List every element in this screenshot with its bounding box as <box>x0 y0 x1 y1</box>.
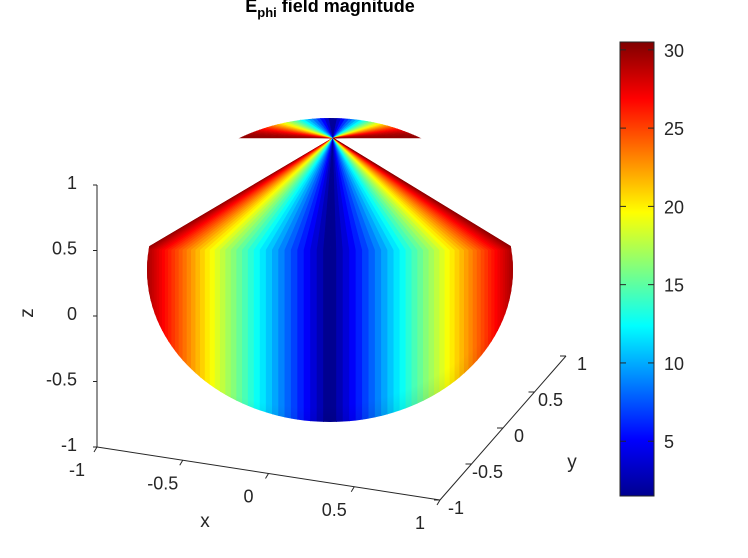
y-ticks: -1 -0.5 0 0.5 1 <box>434 354 587 518</box>
colorbar-tick-label: 10 <box>664 354 684 374</box>
y-axis-label: y <box>567 452 577 473</box>
y-tick-label: 1 <box>577 354 587 374</box>
y-tick-label: -0.5 <box>472 462 503 482</box>
z-ticks: 1 0.5 0 -0.5 -1 <box>46 173 97 455</box>
y-tick-label: 0 <box>514 426 524 446</box>
z-tick-label: 0.5 <box>52 239 77 259</box>
y-tick-label: 0.5 <box>538 390 563 410</box>
y-tick-label: -1 <box>448 498 464 518</box>
x-tick-mark <box>350 486 355 493</box>
z-tick-label: 0 <box>67 304 77 324</box>
x-tick-label: 1 <box>415 513 425 533</box>
x-tick-label: -0.5 <box>147 473 178 493</box>
x-axis-label: x <box>200 511 210 532</box>
sphere-shading <box>147 118 513 422</box>
z-tick-label: -0.5 <box>46 370 77 390</box>
x-tick-label: 0 <box>243 487 253 507</box>
x-tick-label: 0.5 <box>322 500 347 520</box>
colorbar-tick-label: 5 <box>664 432 674 452</box>
x-tick-label: -1 <box>69 460 85 480</box>
z-axis-label: z <box>17 308 38 318</box>
x-ticks: -1 -0.5 0 0.5 1 <box>69 446 441 533</box>
x-tick-mark <box>179 459 184 466</box>
colorbar-tick-label: 20 <box>664 197 684 217</box>
colorbar-tick-label: 15 <box>664 276 684 296</box>
z-tick-label: 1 <box>67 173 77 193</box>
x-tick-mark <box>93 446 98 453</box>
chart-title: Ephi field magnitude <box>245 0 415 20</box>
colorbar-ticks: 30 25 20 15 10 5 <box>620 41 684 452</box>
colorbar-tick-label: 25 <box>664 119 684 139</box>
x-tick-mark <box>265 473 269 479</box>
colorbar-tick-label: 30 <box>664 41 684 61</box>
x-tick-mark <box>436 499 441 506</box>
z-tick-label: -1 <box>61 435 77 455</box>
colorbar <box>619 41 655 497</box>
